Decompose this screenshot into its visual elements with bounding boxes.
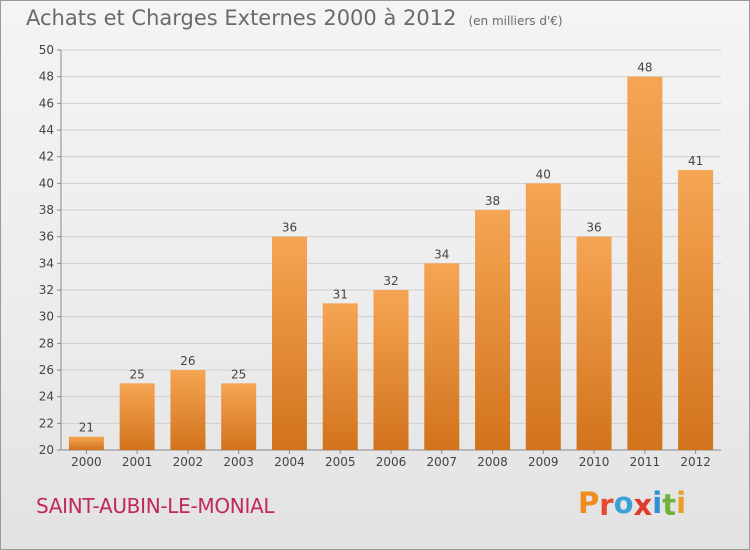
x-tick-label-2005: 2005 — [325, 455, 356, 469]
data-label-2010: 36 — [586, 221, 601, 235]
x-tick-label-2007: 2007 — [426, 455, 457, 469]
y-tick-label-22: 22 — [39, 416, 54, 430]
data-label-2005: 31 — [333, 287, 348, 301]
y-tick-label-42: 42 — [39, 150, 54, 164]
data-label-2003: 25 — [231, 367, 246, 381]
y-tick-label-36: 36 — [39, 230, 54, 244]
proxiti-logo: Proxiti — [578, 486, 687, 522]
y-tick-label-38: 38 — [39, 203, 54, 217]
bar-2006 — [373, 290, 409, 450]
bar-2003 — [221, 383, 257, 450]
bar-2004 — [271, 236, 307, 450]
data-label-2007: 34 — [434, 247, 449, 261]
logo-letter: t — [662, 488, 677, 522]
x-tick-label-2000: 2000 — [71, 455, 102, 469]
bars — [68, 76, 714, 451]
x-tick-label-2012: 2012 — [680, 455, 711, 469]
y-tick-label-28: 28 — [39, 336, 54, 350]
data-label-2008: 38 — [485, 194, 500, 208]
data-label-2009: 40 — [536, 167, 551, 181]
y-tick-label-48: 48 — [39, 70, 54, 84]
y-tick-labels: 20 22 24 26 28 30 32 34 36 38 40 42 44 46 48 50 — [39, 43, 54, 457]
logo-letter: i — [652, 486, 663, 520]
y-tick-label-50: 50 — [39, 43, 54, 57]
bar-2008 — [475, 210, 511, 450]
x-tick-label-2003: 2003 — [223, 455, 254, 469]
bar-2002 — [170, 370, 206, 450]
bar-2001 — [119, 383, 155, 450]
commune-name: SAINT-AUBIN-LE-MONIAL — [36, 494, 275, 518]
bar-2005 — [322, 303, 358, 450]
y-tick-label-44: 44 — [39, 123, 54, 137]
y-tick-label-34: 34 — [39, 256, 54, 270]
data-label-2002: 26 — [180, 354, 195, 368]
x-tick-label-2008: 2008 — [477, 455, 508, 469]
logo-letter: r — [599, 488, 614, 522]
data-label-2011: 48 — [637, 61, 652, 75]
logo-letter: i — [676, 486, 687, 520]
data-label-2001: 25 — [130, 367, 145, 381]
x-tick-label-2010: 2010 — [579, 455, 610, 469]
logo-letter: P — [578, 486, 600, 520]
data-label-2000: 21 — [79, 421, 94, 435]
y-tick-label-46: 46 — [39, 96, 54, 110]
x-tick-label-2011: 2011 — [630, 455, 661, 469]
y-tick-label-40: 40 — [39, 176, 54, 190]
data-label-2012: 41 — [688, 154, 703, 168]
chart-title: Achats et Charges Externes 2000 à 2012 (e… — [26, 6, 563, 30]
y-tick-label-26: 26 — [39, 363, 54, 377]
logo-letter: o — [613, 486, 634, 520]
bar-2007 — [424, 263, 460, 450]
x-tick-label-2001: 2001 — [122, 455, 153, 469]
x-tick-label-2009: 2009 — [528, 455, 559, 469]
logo-letter: x — [633, 488, 653, 522]
x-tick-label-2002: 2002 — [173, 455, 204, 469]
x-tick-labels: 2000 2001 2002 2003 2004 2005 2006 2007 2008 2009… — [71, 450, 711, 469]
y-tick-label-32: 32 — [39, 283, 54, 297]
data-labels: 21 25 26 25 36 31 32 34 38 40 36 48 41 — [79, 61, 704, 435]
bar-2012 — [678, 170, 714, 450]
y-tick-label-20: 20 — [39, 443, 54, 457]
chart-unit: (en milliers d'€) — [468, 14, 563, 28]
chart-title-text: Achats et Charges Externes 2000 à 2012 — [26, 6, 457, 30]
x-tick-label-2006: 2006 — [376, 455, 407, 469]
bar-2009 — [525, 183, 561, 451]
bar-2010 — [576, 236, 612, 450]
y-tick-label-24: 24 — [39, 390, 54, 404]
data-label-2004: 36 — [282, 221, 297, 235]
data-label-2006: 32 — [383, 274, 398, 288]
bar-2000 — [68, 436, 104, 450]
bar-2011 — [627, 76, 663, 451]
x-tick-label-2004: 2004 — [274, 455, 305, 469]
y-tick-label-30: 30 — [39, 310, 54, 324]
